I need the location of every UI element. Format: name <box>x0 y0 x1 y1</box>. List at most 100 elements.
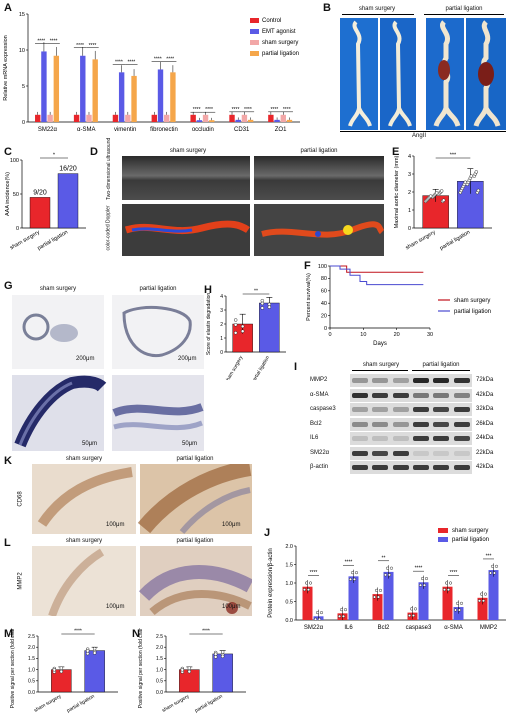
j-bar <box>348 576 359 620</box>
n-y-tick-label: 1.5 <box>156 656 163 662</box>
panel-label-j: J <box>264 527 271 539</box>
blot-size-label: 22kDa <box>476 449 494 456</box>
a-bar <box>170 72 176 122</box>
j-sig-label: *** <box>486 553 492 559</box>
panel-k: sham surgery partial ligation CD68 100μm… <box>12 456 252 536</box>
a-bar <box>125 114 131 122</box>
blot-band <box>392 378 409 383</box>
blot-band <box>433 450 450 456</box>
h-y-tick-label: 4 <box>220 294 223 300</box>
j-data-point <box>305 581 309 585</box>
blot-size-label: 32kDa <box>476 406 494 412</box>
j-bar <box>372 594 383 620</box>
j-data-point <box>422 583 426 587</box>
f-x-tick-label: 10 <box>360 332 366 338</box>
j-data-point <box>343 608 347 612</box>
j-data-point <box>352 577 356 581</box>
blot-strip <box>350 374 472 387</box>
a-sig-label: **** <box>37 38 45 44</box>
blot-band <box>352 450 369 456</box>
e-data-point <box>476 188 481 193</box>
n-data-point <box>187 669 192 674</box>
blot-band <box>413 407 430 412</box>
m-data-point <box>59 669 64 674</box>
j-data-point <box>314 617 318 621</box>
panel-h-chart: 0 1 2 3 4 Score of elastin degradation sham su… <box>206 289 286 380</box>
a-legend-swatch <box>250 40 259 45</box>
panel-label-d: D <box>90 146 98 158</box>
panel-g-scale-top-ligation: 200μm <box>178 356 197 362</box>
panel-k-row-label: CD68 <box>18 491 24 507</box>
j-y-label: Protein expression/β-actin <box>268 548 274 617</box>
c-category-label: partial ligation <box>37 230 69 252</box>
blot-protein-label: β-actin <box>310 464 329 470</box>
n-data-point <box>187 666 192 670</box>
a-category-label: α-SMA <box>77 127 95 133</box>
f-x-tick-label: 0 <box>328 332 331 338</box>
blot-row: Bcl2 26kDa <box>300 417 509 431</box>
h-data-point <box>240 329 245 333</box>
panel-d: sham surgery partial ligation Two-dimens… <box>96 137 384 258</box>
j-data-point <box>490 564 494 568</box>
blot-protein-label: α-SMA <box>310 391 329 398</box>
a-sig-label: **** <box>76 43 84 49</box>
blot-protein-label: IL6 <box>310 435 319 441</box>
a-bar <box>112 114 119 122</box>
panel-l: sham surgery partial ligation MMP2 100μm… <box>12 538 252 618</box>
a-sig-label: **** <box>193 107 201 113</box>
f-y-tick-label: 80 <box>321 276 327 282</box>
a-bar <box>92 59 98 122</box>
c-bar <box>57 173 79 229</box>
m-y-tick-label: 0.0 <box>28 690 35 696</box>
e-data-point <box>469 174 474 178</box>
e-y-tick-label: 2 <box>408 190 411 196</box>
j-data-point <box>483 592 487 596</box>
a-category-label: fibronectin <box>150 127 178 133</box>
panel-i-col-sham: sham surgery <box>362 362 400 368</box>
j-bar <box>442 586 453 620</box>
blot-band <box>453 378 470 383</box>
a-bar <box>268 114 274 122</box>
panel-m-chart: 0.0 0.5 1.0 1.5 2.0 2.5 Positive signal per se… <box>10 628 118 714</box>
h-sig-label: ** <box>254 289 258 295</box>
panel-k-scale-ligation: 100μm <box>222 522 241 528</box>
a-category-label: vimentin <box>114 127 136 133</box>
f-y-label: Percent survival(%) <box>306 273 312 321</box>
h-y-tick-label: 1 <box>220 336 223 342</box>
j-data-point <box>409 607 413 611</box>
mmp2-ihc-images <box>32 546 252 616</box>
a-sig-label: **** <box>283 107 291 113</box>
a-category-label: ZO1 <box>275 127 287 133</box>
a-bar <box>41 51 47 122</box>
m-data-point <box>92 651 97 655</box>
blot-row: α-SMA 42kDa <box>300 388 509 402</box>
blot-band <box>392 407 409 412</box>
panel-d-row-2d: Two-dimensional ultrasound <box>106 137 112 200</box>
a-legend-swatch <box>250 18 259 23</box>
h-data-point <box>267 305 272 309</box>
blot-strip <box>350 417 472 431</box>
a-bar <box>196 120 203 122</box>
j-data-point <box>420 577 424 581</box>
j-category-label: caspase3 <box>406 625 432 631</box>
f-y-tick-label: 40 <box>321 301 327 307</box>
blot-band <box>372 378 389 383</box>
blot-band <box>392 450 409 456</box>
blot-band <box>372 436 389 441</box>
j-y-tick-label: 1.0 <box>285 581 293 587</box>
panel-g: sham surgery partial ligation 200μm 200μ… <box>12 286 204 452</box>
j-data-point <box>479 592 483 596</box>
j-data-point <box>378 588 382 592</box>
blot-band <box>453 392 470 398</box>
a-bar <box>157 69 164 122</box>
blot-protein-label: caspase3 <box>310 406 336 412</box>
a-bar <box>35 114 41 122</box>
e-data-point <box>439 189 444 193</box>
blot-row: MMP2 72kDa <box>300 374 509 387</box>
a-bar <box>53 55 60 123</box>
a-sig-label: **** <box>115 59 123 65</box>
blot-row: β-actin 42kDa <box>300 461 509 474</box>
j-sig-label: **** <box>415 566 423 572</box>
panel-label-a: A <box>4 2 12 14</box>
